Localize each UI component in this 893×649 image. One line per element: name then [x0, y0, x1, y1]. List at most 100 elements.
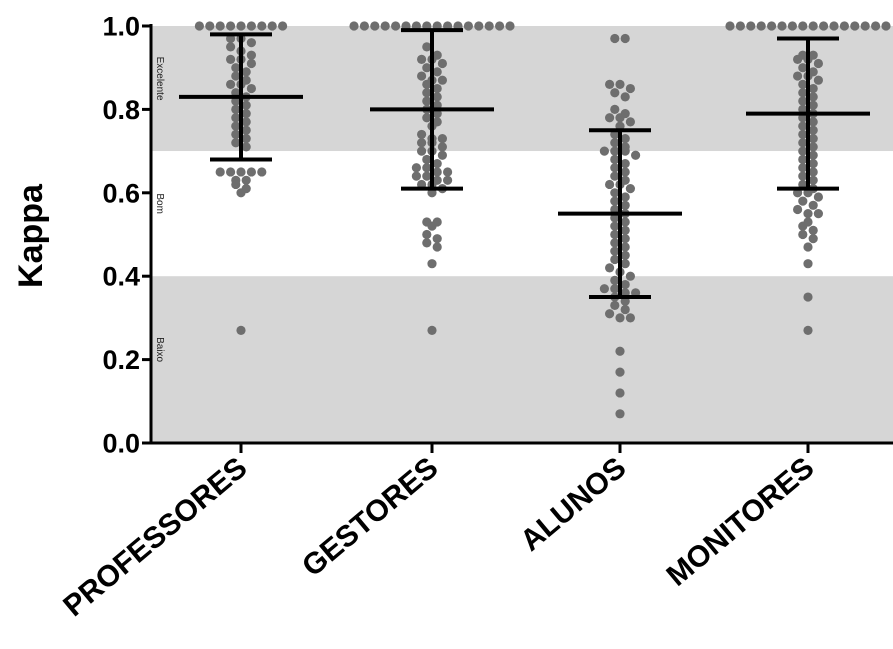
- data-point-gestores: [443, 167, 453, 177]
- data-point-alunos: [605, 113, 615, 123]
- data-point-monitores: [808, 225, 818, 235]
- data-point-gestores: [411, 163, 421, 173]
- data-point-professores: [231, 121, 241, 131]
- data-point-monitores: [756, 21, 766, 31]
- data-point-gestores: [432, 159, 442, 169]
- data-point-alunos: [610, 138, 620, 148]
- data-point-monitores: [808, 167, 818, 177]
- data-point-alunos: [615, 367, 625, 377]
- data-point-professores: [236, 188, 246, 198]
- data-point-gestores: [432, 167, 442, 177]
- data-point-professores: [246, 21, 256, 31]
- data-point-professores: [246, 58, 256, 69]
- data-point-gestores: [432, 234, 442, 244]
- data-point-professores: [241, 117, 251, 127]
- data-point-gestores: [432, 242, 442, 252]
- data-point-monitores: [787, 21, 798, 31]
- data-point-professores: [236, 325, 246, 336]
- data-point-monitores: [813, 75, 824, 85]
- data-point-gestores: [495, 21, 505, 31]
- x-category-label: ALUNOS: [514, 451, 632, 558]
- data-points: [194, 21, 891, 419]
- data-point-professores: [226, 42, 236, 52]
- band-excelente: [151, 26, 893, 152]
- data-point-gestores: [359, 21, 369, 31]
- data-point-monitores: [803, 292, 813, 302]
- y-tick-label: 0.6: [102, 178, 140, 208]
- data-point-monitores: [793, 204, 803, 215]
- data-point-monitores: [808, 21, 818, 31]
- data-point-monitores: [808, 133, 818, 144]
- data-point-alunos: [620, 279, 630, 290]
- data-point-alunos: [615, 409, 625, 419]
- data-point-monitores: [777, 21, 787, 31]
- data-point-professores: [257, 21, 267, 31]
- data-point-alunos: [620, 200, 630, 210]
- data-point-professores: [267, 21, 277, 31]
- data-point-professores: [231, 104, 241, 114]
- data-point-monitores: [803, 242, 813, 252]
- data-point-monitores: [829, 21, 839, 31]
- data-point-alunos: [610, 221, 620, 231]
- data-point-professores: [257, 167, 267, 177]
- data-point-gestores: [427, 221, 437, 231]
- data-point-gestores: [437, 142, 447, 152]
- data-point-alunos: [625, 313, 636, 323]
- data-point-professores: [205, 21, 215, 31]
- data-point-alunos: [620, 217, 630, 227]
- data-point-alunos: [610, 254, 620, 265]
- mean-sd-bars: [179, 28, 870, 300]
- data-point-gestores: [422, 42, 432, 52]
- data-point-alunos: [625, 83, 636, 94]
- data-point-monitores: [798, 96, 808, 106]
- data-point-gestores: [391, 21, 401, 31]
- data-point-gestores: [380, 21, 390, 31]
- band-label-bom: Bom: [154, 193, 165, 214]
- data-point-gestores: [422, 113, 432, 123]
- x-category-label: PROFESSORES: [57, 451, 253, 623]
- data-point-monitores: [798, 171, 808, 181]
- band-label-excelente: Excelente: [154, 57, 165, 101]
- data-point-monitores: [808, 142, 818, 152]
- y-tick-label: 0.2: [102, 345, 140, 375]
- data-point-monitores: [839, 21, 850, 31]
- data-point-alunos: [620, 167, 630, 177]
- data-point-alunos: [610, 284, 620, 294]
- y-tick-label: 0.0: [102, 429, 140, 459]
- data-point-alunos: [610, 246, 620, 256]
- data-point-alunos: [605, 263, 615, 273]
- data-point-gestores: [417, 71, 427, 81]
- data-point-monitores: [808, 92, 818, 102]
- data-point-professores: [231, 71, 241, 81]
- data-point-professores: [236, 167, 246, 177]
- y-tick-label: 0.4: [102, 262, 140, 292]
- quality-bands: [151, 26, 893, 443]
- y-tick-label: 1.0: [102, 12, 140, 42]
- data-point-professores: [241, 142, 251, 152]
- y-axis-title: Kappa: [12, 183, 50, 288]
- data-point-alunos: [620, 133, 630, 144]
- band-label-baixo: Baixo: [154, 337, 165, 362]
- data-point-alunos: [610, 171, 620, 181]
- data-point-alunos: [625, 271, 636, 281]
- data-point-alunos: [615, 346, 625, 356]
- data-point-alunos: [620, 92, 630, 102]
- data-point-gestores: [417, 54, 427, 64]
- data-point-monitores: [798, 121, 808, 131]
- data-point-monitores: [793, 71, 803, 81]
- data-point-monitores: [808, 150, 818, 160]
- y-tick-label: 0.8: [102, 95, 140, 125]
- data-point-monitores: [819, 21, 829, 31]
- data-point-gestores: [370, 21, 380, 31]
- data-point-gestores: [349, 21, 359, 31]
- data-point-gestores: [422, 171, 432, 181]
- data-point-professores: [246, 83, 256, 94]
- data-point-gestores: [437, 58, 447, 69]
- data-point-monitores: [808, 159, 818, 169]
- data-point-alunos: [620, 146, 630, 156]
- data-point-monitores: [798, 63, 808, 73]
- data-point-gestores: [422, 229, 432, 240]
- data-point-monitores: [808, 125, 818, 135]
- data-point-professores: [241, 100, 251, 110]
- data-point-monitores: [813, 58, 824, 69]
